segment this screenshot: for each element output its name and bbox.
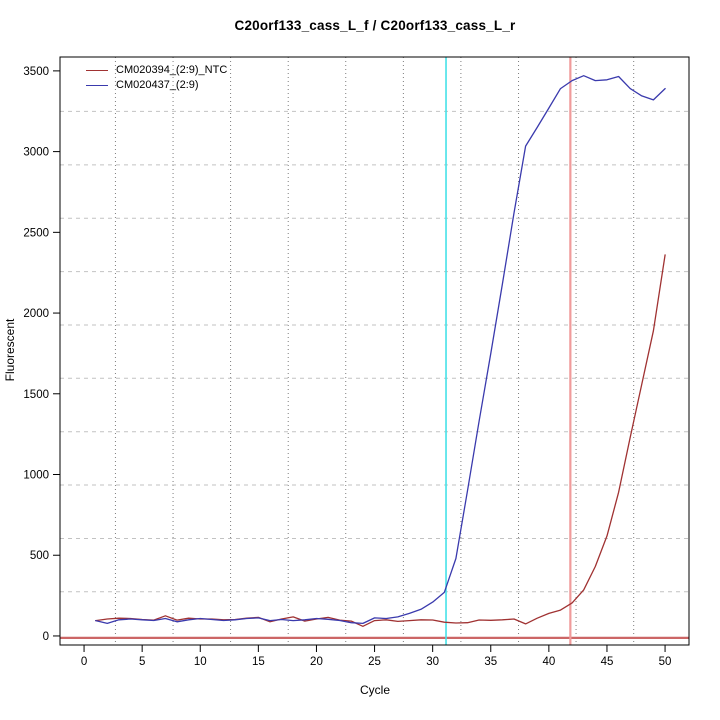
series-line-CM020394_(2:9)_NTC: [95, 254, 666, 627]
y-tick-label: 3500: [23, 66, 49, 78]
y-tick-label: 2500: [23, 227, 49, 239]
x-tick-label: 50: [659, 656, 672, 668]
x-tick-label: 10: [194, 656, 207, 668]
x-tick-label: 45: [601, 656, 614, 668]
series-line-CM020437_(2:9): [95, 75, 666, 625]
x-tick-label: 20: [310, 656, 323, 668]
legend-label-ntc: CM020394_(2:9)_NTC: [116, 64, 228, 76]
x-tick-label: 25: [368, 656, 381, 668]
x-axis-label: Cycle: [359, 683, 390, 697]
y-tick-label: 2000: [23, 308, 49, 320]
legend-item-sample: CM020437_(2:9): [86, 78, 227, 92]
legend-label-sample: CM020437_(2:9): [116, 79, 199, 91]
legend-item-ntc: CM020394_(2:9)_NTC: [86, 63, 227, 77]
plot-border: [59, 56, 690, 646]
y-axis-label: Fluorescent: [3, 318, 17, 382]
x-tick-label: 35: [484, 656, 497, 668]
y-tick-label: 500: [30, 550, 49, 562]
y-tick-label: 1000: [23, 470, 49, 482]
x-tick-label: 30: [426, 656, 439, 668]
legend-line-swatch-sample: [86, 84, 108, 86]
x-tick-label: 15: [252, 656, 265, 668]
y-tick-label: 0: [43, 631, 49, 643]
x-tick-label: 0: [81, 656, 87, 668]
legend: CM020394_(2:9)_NTC CM020437_(2:9): [86, 63, 227, 92]
x-tick-label: 5: [139, 656, 145, 668]
chart-title: C20orf133_cass_L_f / C20orf133_cass_L_r: [234, 18, 516, 33]
legend-line-swatch-ntc: [86, 69, 108, 71]
y-tick-label: 3000: [23, 147, 49, 159]
y-tick-label: 1500: [23, 389, 49, 401]
x-tick-label: 40: [542, 656, 555, 668]
